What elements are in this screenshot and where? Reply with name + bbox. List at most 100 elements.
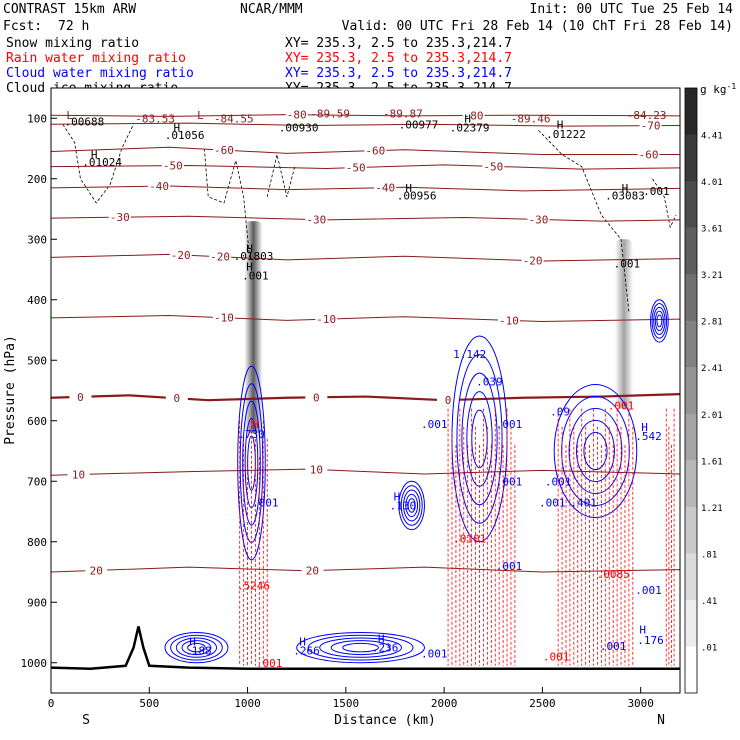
contour-annotation: H — [299, 636, 306, 649]
isotherm-10 — [50, 468, 681, 476]
isotherm-label-20: 20 — [306, 565, 319, 578]
contour-annotation: .039 — [476, 375, 503, 388]
isotherm-label--40: -40 — [375, 182, 395, 195]
colorbar: 4.41 4.01 3.61 3.21 2.81 2.41 2.01 1.61 1.21 .81.… — [684, 87, 723, 694]
contour-annotation: .001 — [256, 657, 283, 670]
y-tick-label-100: 100 — [27, 112, 47, 125]
cloud-ice-contour-1 — [203, 148, 250, 258]
cloud-water-contour-6 — [296, 632, 425, 664]
x-tick-label-2500: 2500 — [529, 697, 556, 710]
isotherm-label-bg — [69, 390, 92, 402]
contour-annotation: .236 — [372, 642, 399, 655]
contour-annotation: .001 — [600, 640, 627, 653]
cloud-ice-contour-2 — [266, 154, 296, 198]
isotherm--60 — [50, 146, 680, 156]
isotherm-label--30: -30 — [529, 213, 549, 226]
isotherm-label--70: -70 — [641, 120, 661, 133]
colorbar-swatch — [685, 134, 697, 182]
colorbar-swatch — [685, 88, 697, 136]
y-tick-label-200: 200 — [27, 173, 47, 186]
cloud-water-contour-2 — [583, 431, 608, 471]
contour-annotation: L — [66, 109, 73, 122]
x-tick-label-1500: 1500 — [333, 697, 360, 710]
isotherm-label-bg — [161, 159, 184, 171]
contour-annotation: .401 — [570, 496, 597, 509]
isotherm-label-0: 0 — [313, 391, 320, 404]
cloud-water-contour-4 — [653, 306, 666, 335]
fcst-label: Fcst: — [3, 19, 42, 34]
y-tick-label-800: 800 — [27, 536, 47, 549]
isotherm-label-bg — [374, 181, 397, 193]
isotherm-label-0: 0 — [173, 392, 180, 405]
contour-annotation: H — [639, 623, 646, 636]
cloud-water-contour-4 — [650, 299, 669, 343]
isotherm-0 — [50, 393, 681, 402]
contour-annotation: .001 — [421, 648, 448, 661]
contour-annotation: H — [252, 418, 259, 431]
isotherm-label-bg — [637, 148, 660, 160]
cloud-water-contour-6 — [319, 637, 402, 658]
x-end-label-s: S — [82, 713, 90, 728]
colorbar-frame — [684, 87, 698, 694]
x-end-label-n: N — [657, 713, 665, 728]
cloud-water-contour-5 — [187, 642, 206, 653]
contour-annotation: H — [464, 112, 471, 125]
cloud-water-contour-3 — [400, 485, 423, 526]
colorbar-unit: g kg-1 — [700, 82, 736, 96]
x-tick-label-2000: 2000 — [431, 697, 458, 710]
legend-cloud-water: Cloud water mixing ratio — [6, 66, 194, 81]
isotherm-label--10: -10 — [316, 313, 336, 326]
contour-annotation: H — [405, 182, 412, 195]
contour-annotation: .001 — [496, 418, 523, 431]
cloud-water-contour-5 — [170, 634, 223, 661]
colorbar-swatch — [685, 413, 697, 461]
cloud-water-contour-0 — [242, 400, 261, 526]
cloud-ice-contour-3 — [538, 130, 630, 312]
contour-annotation: H — [557, 118, 564, 131]
cloud-water-contour-5 — [175, 637, 218, 658]
contour-annotation: .001 — [643, 185, 670, 198]
colorbar-label-3.21: 3.21 — [701, 271, 723, 281]
colorbar-label-3.61: 3.61 — [701, 225, 723, 235]
colorbar-label-.01: .01 — [701, 643, 717, 653]
y-tick-label-700: 700 — [27, 475, 47, 488]
contour-annotation: .730 — [238, 428, 265, 441]
colorbar-swatch — [685, 367, 697, 415]
isotherm-label-bg — [462, 109, 485, 121]
isotherm-label-bg — [482, 160, 505, 172]
isotherm--30 — [50, 215, 681, 222]
contour-annotation: .00977 — [399, 118, 439, 131]
colorbar-swatch — [685, 181, 697, 229]
colorbar-label-2.81: 2.81 — [701, 318, 723, 328]
contour-annotation: .00688 — [65, 115, 105, 128]
contour-annotation: .02379 — [450, 121, 490, 134]
contour-annotation: .01056 — [165, 129, 205, 142]
valid-time: Valid: 00 UTC Fri 28 Feb 14 (10 ChT Fri … — [342, 19, 733, 34]
contour-annotation: .001 — [496, 475, 523, 488]
isotherm-label--20: -20 — [523, 255, 543, 268]
contour-annotation: .0101 — [453, 533, 486, 546]
isotherm-label-10: 10 — [72, 468, 85, 481]
isotherm-label-bg — [344, 161, 367, 173]
cloud-ice-contour-4 — [652, 178, 677, 229]
contour-annotation: .188 — [185, 645, 212, 658]
legend-snow: Snow mixing ratio — [6, 36, 139, 51]
cloud-water-contour-2 — [575, 419, 615, 483]
isotherm-label-bg — [285, 108, 308, 120]
isotherm-label-bg — [497, 314, 520, 326]
y-axis-label: Pressure (hPa) — [3, 335, 18, 445]
y-tick-label-400: 400 — [27, 294, 47, 307]
isotherm-label-bg — [148, 180, 171, 192]
y-tick-label-1000: 1000 — [21, 657, 48, 670]
isotherm-label-bg — [639, 119, 662, 131]
contour-annotation: .542 — [635, 430, 662, 443]
colorbar-swatch — [685, 553, 697, 601]
isotherm-label-bg — [521, 254, 544, 266]
contour-annotation: .0085 — [597, 568, 630, 581]
contour-annotation: .01222 — [546, 128, 586, 141]
cloud-water-contour-6 — [330, 640, 391, 656]
colorbar-label-2.41: 2.41 — [701, 364, 723, 374]
cloud-water-contour-4 — [654, 310, 664, 332]
y-tick-label-900: 900 — [27, 596, 47, 609]
x-tick-label-500: 500 — [139, 697, 159, 710]
